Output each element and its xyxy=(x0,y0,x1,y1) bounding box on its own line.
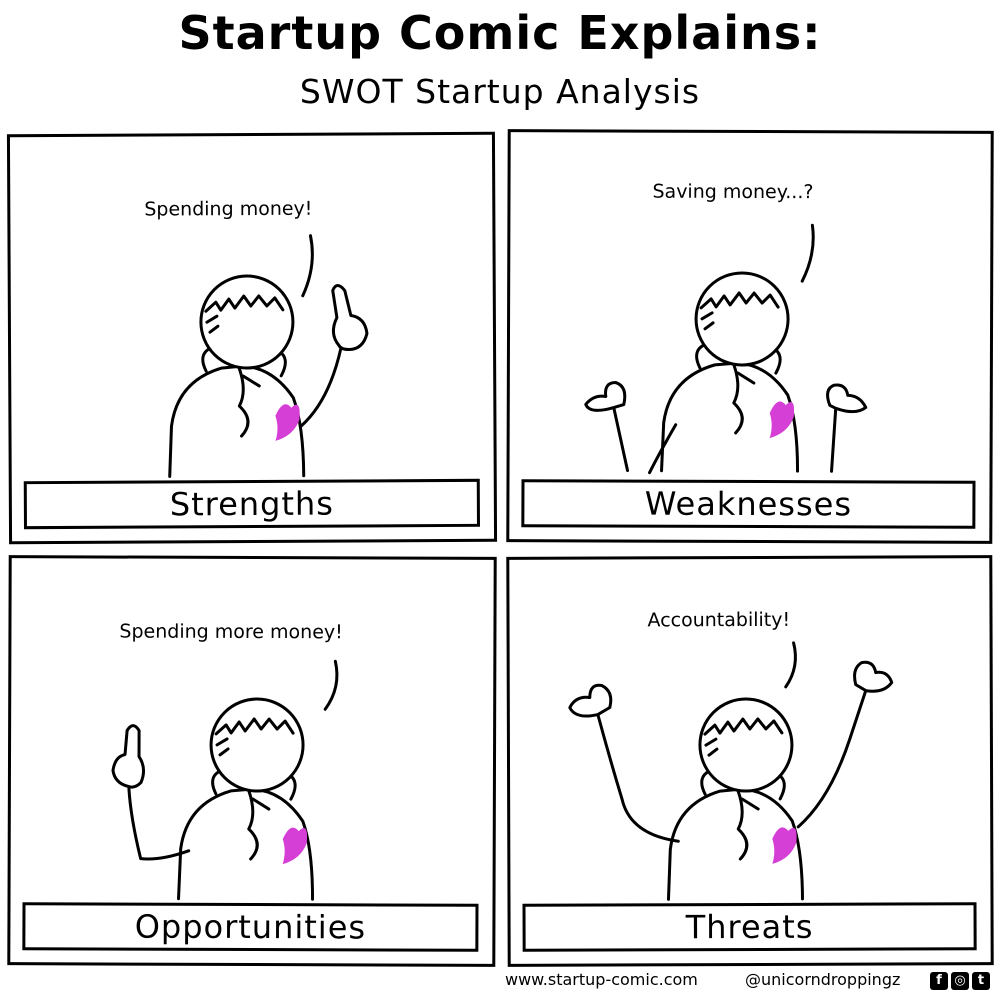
speech-bubble-text: Accountability! xyxy=(647,608,791,632)
footer-social-handle[interactable]: @unicorndroppingz xyxy=(745,970,901,989)
speech-bubble-text: Spending more money! xyxy=(119,620,343,644)
comic-subtitle: SWOT Startup Analysis xyxy=(299,72,701,111)
panel-label: Opportunities xyxy=(134,907,367,947)
twitter-icon[interactable]: t xyxy=(972,972,990,990)
character-arms-raised-illustration xyxy=(568,641,894,901)
panel-label: Weaknesses xyxy=(644,484,853,524)
panel-label: Strengths xyxy=(169,484,335,524)
character-shrug-illustration xyxy=(584,223,868,475)
speech-bubble-text: Spending money! xyxy=(144,197,313,221)
label-box: Opportunities xyxy=(22,902,479,952)
facebook-icon[interactable]: f xyxy=(930,972,948,990)
label-box: Weaknesses xyxy=(521,479,976,529)
instagram-icon[interactable]: ◎ xyxy=(951,972,969,990)
panel-threats: Accountability! Threats xyxy=(506,555,994,967)
panel-strengths: Spending money! Strengths xyxy=(6,131,498,545)
label-box: Threats xyxy=(522,902,977,952)
comic-title: Startup Comic Explains: xyxy=(178,6,822,60)
character-thumbs-up-illustration xyxy=(111,659,339,901)
footer-website-link[interactable]: www.startup-comic.com xyxy=(505,970,698,989)
panel-weaknesses: Saving money...? Weaknesses xyxy=(506,129,994,544)
label-box: Strengths xyxy=(23,478,480,530)
speech-bubble-text: Saving money...? xyxy=(652,180,814,204)
panel-label: Threats xyxy=(685,907,814,947)
social-icons: f ◎ t xyxy=(930,972,990,990)
panel-opportunities: Spending more money! Opportunities xyxy=(7,555,497,967)
character-thumbs-up-illustration xyxy=(168,234,369,478)
